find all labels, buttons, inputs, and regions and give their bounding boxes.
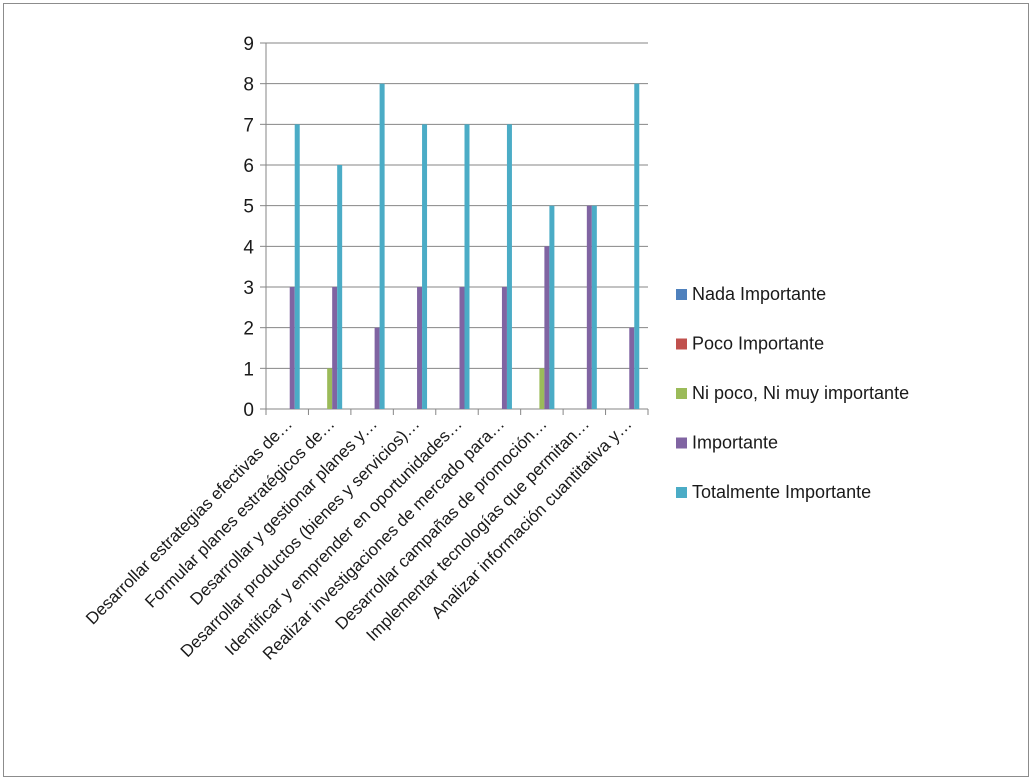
bar [544,246,550,409]
bar [294,124,300,409]
bar [337,165,343,409]
bar [501,287,507,409]
y-tick-label: 3 [243,278,254,299]
bar [506,124,512,409]
y-tick-label: 9 [243,34,254,55]
bar [591,205,597,409]
bar [379,83,385,410]
bar [586,205,592,409]
legend-swatch [676,338,687,350]
bar [539,368,545,409]
y-tick-labels: 0 1 2 3 4 5 6 7 8 9 [243,34,254,421]
bar [327,368,333,409]
gridlines [266,42,648,369]
bar-chart: 0 1 2 3 4 5 6 7 8 9 Desarrollar estrategias efect… [82,34,909,664]
y-tick-label: 4 [243,237,254,258]
bar [417,287,423,409]
bar [634,83,640,410]
legend-label: Totalmente Importante [692,482,871,502]
legend-label: Ni poco, Ni muy importante [692,383,909,403]
bar [289,287,295,409]
bar [422,124,428,409]
y-tick-label: 6 [243,156,254,177]
bar [629,327,635,409]
y-tick-label: 5 [243,197,254,218]
y-tick-label: 1 [243,359,254,380]
bar [374,327,380,409]
bar [549,205,555,409]
x-category-labels: Desarrollar estrategias efectivas de…For… [82,414,635,663]
bar [332,287,338,409]
bar [464,124,470,409]
legend-label: Importante [692,433,778,453]
legend-swatch [676,487,687,498]
legend-swatch [676,289,687,300]
legend: Nada Importante Poco Importante Ni poco, N… [676,284,909,502]
legend-swatch [676,388,687,399]
y-tick-label: 0 [243,400,254,421]
legend-swatch [676,437,687,449]
y-tick-label: 8 [243,75,254,96]
chart-frame: 0 1 2 3 4 5 6 7 8 9 Desarrollar estrategias efect… [3,3,1029,777]
bar [459,287,465,409]
bars [289,83,640,410]
y-tick-label: 7 [243,115,254,136]
legend-label: Nada Importante [692,284,826,304]
y-tick-label: 2 [243,319,254,340]
legend-label: Poco Importante [692,334,824,354]
